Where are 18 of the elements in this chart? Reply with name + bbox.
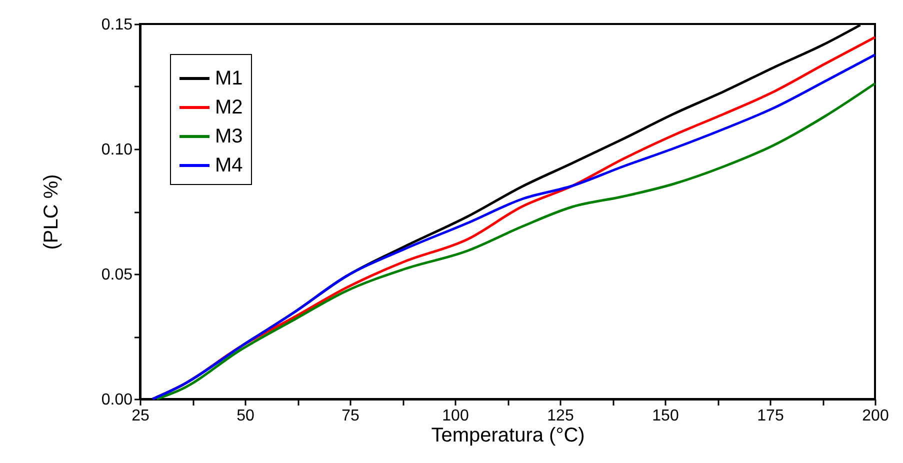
x-tick-label: 200: [862, 408, 889, 424]
x-tick-label: 175: [757, 408, 784, 424]
x-tick-label: 150: [652, 408, 679, 424]
x-tick-label: 25: [132, 408, 150, 424]
x-axis-title: Temperatura (°C): [431, 424, 585, 446]
y-tick-label: 0.00: [101, 392, 133, 408]
x-tick-label: 75: [342, 408, 360, 424]
y-tick-label: 0.10: [101, 142, 133, 158]
legend-label: M3: [215, 126, 243, 148]
legend-label: M4: [215, 154, 243, 176]
y-tick-label: 0.05: [101, 266, 133, 284]
x-tick-label: 50: [236, 408, 254, 424]
x-tick-label: 125: [547, 408, 574, 424]
y-axis-title: (PLC %): [40, 174, 62, 250]
legend-label: M1: [215, 68, 243, 90]
legend-label: M2: [215, 96, 243, 118]
y-tick-label: 0.15: [101, 16, 133, 34]
x-tick-label: 100: [442, 408, 469, 424]
